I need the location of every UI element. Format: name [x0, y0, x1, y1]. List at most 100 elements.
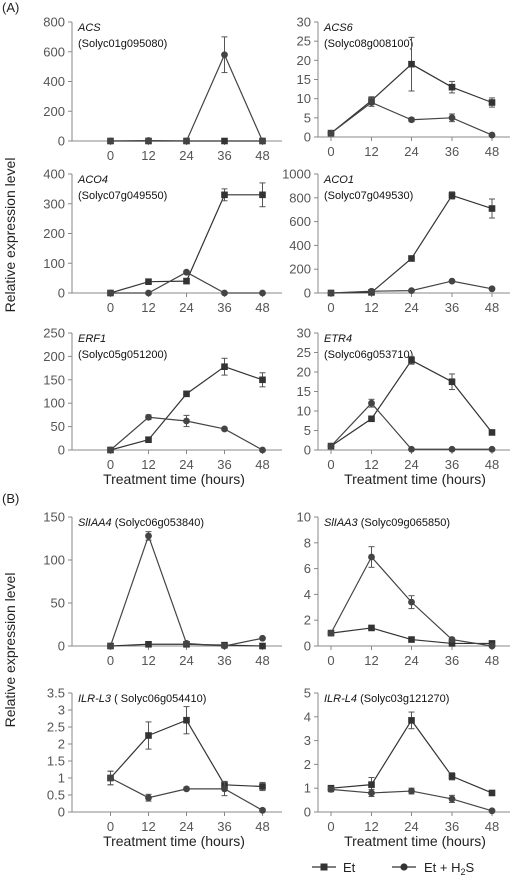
- y-tick-label: 100: [43, 553, 65, 568]
- data-point-et: [145, 278, 152, 285]
- y-tick-label: 3.5: [47, 686, 65, 701]
- x-tick-label: 48: [255, 300, 269, 315]
- x-tick-label: 0: [327, 457, 334, 472]
- data-point-eth2s: [448, 636, 456, 643]
- data-point-et: [221, 191, 228, 199]
- gene-label: ACO1: [323, 174, 354, 186]
- data-point-eth2s: [221, 289, 228, 297]
- data-point-eth2s: [259, 634, 266, 642]
- y-tick-label: 5: [304, 110, 311, 125]
- data-point-eth2s: [259, 806, 266, 814]
- y-tick-label: 0: [304, 286, 311, 301]
- y-tick-label: 25: [297, 345, 311, 360]
- data-point-eth2s: [145, 413, 152, 421]
- data-point-et: [259, 191, 266, 199]
- x-tick-label: 48: [485, 457, 499, 472]
- chart-6: 0 50 100 150 0 12 24 36 48 SlIAA4 (Solyc06g053840…: [43, 510, 282, 668]
- chart-5: 0 5 10 15 20 25 30 0 12 24 36 48 ETR4 (Solyc06g053710…: [297, 326, 510, 472]
- data-point-eth2s: [327, 442, 335, 450]
- legend-eth2s-label: Et + H2S: [424, 860, 475, 877]
- x-tick-label: 36: [217, 653, 231, 668]
- y-tick-label: 2: [58, 737, 65, 752]
- x-tick-label: 48: [255, 653, 269, 668]
- x-tick-label: 36: [445, 457, 459, 472]
- gene-label: ILR-L3 ( Solyc06g054410): [78, 693, 206, 705]
- gene-label: ETR4: [324, 333, 352, 345]
- series-line-et: [330, 359, 493, 447]
- y-tick-label: 0: [304, 639, 311, 654]
- legend-et-label: Et: [343, 860, 356, 875]
- data-point-eth2s: [183, 417, 190, 425]
- x-tick-label: 48: [485, 300, 499, 315]
- gene-label: SlIAA4 (Solyc06g053840): [78, 517, 204, 529]
- gene-id-label: (Solyc06g053710): [324, 349, 413, 361]
- gene-id-label: (Solyc05g051200): [78, 349, 167, 361]
- x-tick-label: 36: [445, 653, 459, 668]
- x-axis-label-a-right: Treatment time (hours): [344, 471, 486, 487]
- chart-8: 0 0.5 1 1.5 2 2.5 3 3.5 0 12 24 36 48 ILR-L3 ( Solyc0…: [47, 686, 282, 834]
- x-tick-label: 0: [107, 148, 114, 163]
- data-point-eth2s: [145, 289, 152, 297]
- data-point-eth2s: [107, 289, 114, 297]
- x-tick-label: 24: [404, 144, 418, 159]
- data-point-et: [221, 363, 228, 370]
- data-point-eth2s: [448, 277, 456, 285]
- panel-label-a: (A): [2, 0, 19, 15]
- y-tick-label: 0.5: [47, 788, 65, 803]
- data-point-eth2s: [259, 137, 266, 145]
- y-tick-label: 1: [58, 771, 65, 786]
- data-point-et: [448, 83, 456, 91]
- y-axis-label-b: Relative expression level: [2, 573, 18, 728]
- y-tick-label: 600: [289, 214, 311, 229]
- x-axis-label-b-left: Treatment time (hours): [103, 833, 245, 849]
- data-point-eth2s: [221, 642, 228, 650]
- data-point-et: [408, 357, 415, 364]
- y-tick-label: 150: [43, 372, 65, 387]
- y-tick-label: 0: [58, 639, 65, 654]
- x-tick-label: 24: [404, 457, 418, 472]
- data-point-eth2s: [408, 287, 415, 295]
- x-tick-label: 48: [255, 457, 269, 472]
- data-point-eth2s: [107, 446, 114, 454]
- x-tick-label: 48: [485, 144, 499, 159]
- data-point-eth2s: [183, 137, 190, 145]
- y-tick-label: 4: [304, 587, 311, 602]
- x-tick-label: 12: [141, 653, 155, 668]
- y-tick-label: 2.5: [47, 720, 65, 735]
- x-tick-label: 12: [141, 457, 155, 472]
- x-tick-label: 36: [445, 300, 459, 315]
- data-point-eth2s: [448, 114, 456, 122]
- y-tick-label: 10: [297, 404, 311, 419]
- data-point-eth2s: [408, 116, 415, 124]
- y-tick-label: 15: [297, 384, 311, 399]
- data-point-et: [488, 99, 496, 106]
- y-tick-label: 1000: [282, 167, 311, 182]
- y-tick-label: 2: [304, 613, 311, 628]
- data-point-eth2s: [327, 785, 335, 793]
- series-line-eth2s: [109, 534, 263, 647]
- x-tick-label: 48: [485, 819, 499, 834]
- data-point-eth2s: [327, 289, 335, 297]
- data-point-et: [259, 376, 266, 384]
- chart-3: 0 200 400 600 800 1000 0 12 24 36 48 ACO1 (Solyc07g0…: [282, 167, 510, 315]
- y-tick-label: 30: [297, 326, 311, 341]
- gene-id-label: (Solyc01g095080): [78, 38, 167, 50]
- gene-id-label: (Solyc08g008100): [324, 38, 413, 50]
- data-point-et: [448, 773, 456, 780]
- x-tick-label: 24: [179, 457, 193, 472]
- x-tick-label: 12: [364, 300, 378, 315]
- y-tick-label: 400: [289, 238, 311, 253]
- x-tick-label: 24: [179, 653, 193, 668]
- data-point-eth2s: [488, 445, 496, 453]
- data-point-eth2s: [221, 785, 228, 793]
- x-tick-label: 24: [404, 819, 418, 834]
- data-point-eth2s: [368, 553, 375, 561]
- x-axis-label-a-left: Treatment time (hours): [103, 471, 245, 487]
- y-tick-label: 250: [43, 326, 65, 341]
- y-tick-label: 10: [297, 91, 311, 106]
- data-point-eth2s: [368, 99, 375, 106]
- x-tick-label: 0: [327, 819, 334, 834]
